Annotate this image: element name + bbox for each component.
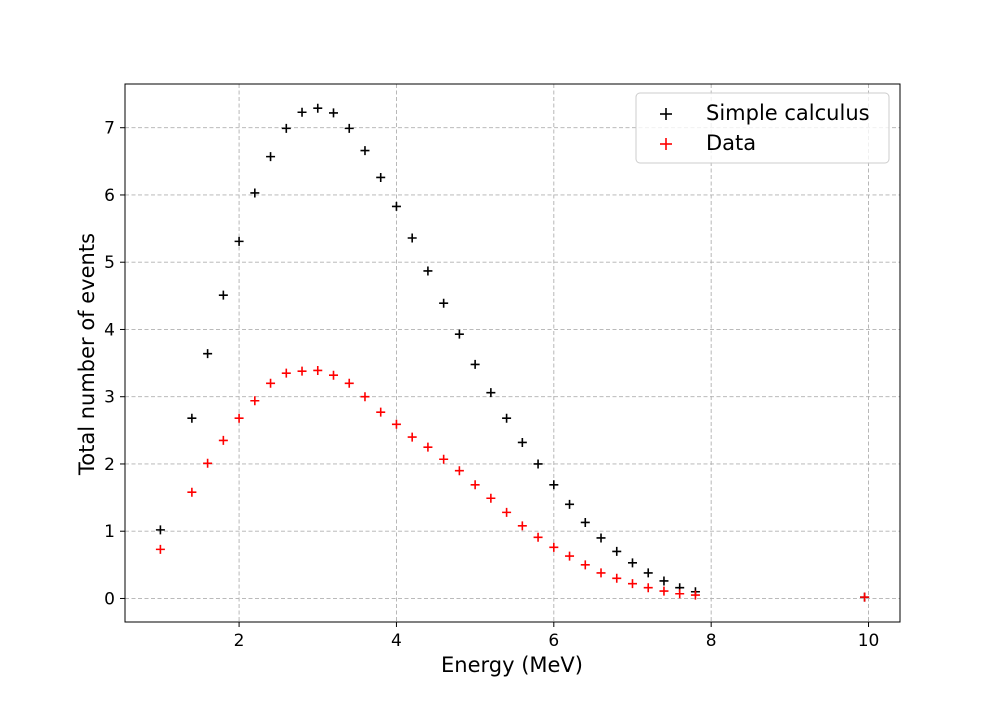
y-tick-label: 2 — [104, 455, 115, 475]
data-point-data — [533, 532, 543, 542]
legend: Simple calculus Data — [635, 92, 890, 164]
data-point-simple-calculus — [266, 152, 276, 162]
data-point-data — [565, 551, 575, 561]
y-axis-ticks: 0 1 2 3 4 5 6 7 — [104, 119, 125, 609]
data-point-simple-calculus — [565, 499, 575, 509]
data-point-data — [250, 396, 260, 406]
data-point-data — [329, 370, 339, 380]
y-tick-label: 4 — [104, 320, 115, 340]
data-point-data — [627, 579, 637, 589]
data-point-simple-calculus — [234, 236, 244, 246]
legend-label-data: Data — [706, 131, 756, 155]
data-point-simple-calculus — [281, 123, 291, 133]
x-axis-ticks: 2 4 6 8 10 — [234, 622, 880, 651]
data-point-data — [203, 458, 213, 468]
data-point-simple-calculus — [659, 576, 669, 586]
data-point-simple-calculus — [376, 172, 386, 182]
data-point-simple-calculus — [533, 459, 543, 469]
data-point-simple-calculus — [454, 329, 464, 339]
data-point-simple-calculus — [203, 349, 213, 359]
data-point-data — [297, 366, 307, 376]
data-point-data — [612, 573, 622, 583]
y-axis-label: Total number of events — [75, 233, 99, 476]
data-point-simple-calculus — [580, 517, 590, 527]
y-tick-label: 3 — [104, 388, 115, 408]
data-point-simple-calculus — [360, 146, 370, 156]
plot-frame — [124, 83, 901, 623]
data-point-data — [391, 419, 401, 429]
data-point-simple-calculus — [391, 201, 401, 211]
data-point-data — [266, 378, 276, 388]
x-tick-label: 6 — [548, 631, 559, 651]
data-point-data — [596, 568, 606, 578]
data-point-data — [643, 583, 653, 593]
legend-label-simple-calculus: Simple calculus — [706, 101, 870, 125]
series-simple-calculus — [155, 103, 870, 602]
data-point-data — [218, 435, 228, 445]
y-tick-label: 1 — [104, 522, 115, 542]
y-tick-label: 5 — [104, 253, 115, 273]
data-point-simple-calculus — [218, 290, 228, 300]
x-axis-label: Energy (MeV) — [441, 653, 583, 677]
data-point-data — [360, 392, 370, 402]
data-point-simple-calculus — [596, 533, 606, 543]
data-point-data — [675, 589, 685, 599]
data-point-simple-calculus — [470, 359, 480, 369]
data-point-data — [234, 413, 244, 423]
legend-marker-data — [660, 138, 672, 150]
data-point-simple-calculus — [612, 546, 622, 556]
data-point-simple-calculus — [297, 107, 307, 117]
data-point-simple-calculus — [329, 108, 339, 118]
data-point-data — [860, 592, 870, 602]
data-point-data — [313, 365, 323, 375]
data-point-simple-calculus — [187, 413, 197, 423]
data-point-data — [502, 507, 512, 517]
x-tick-label: 2 — [234, 631, 245, 651]
data-point-simple-calculus — [407, 233, 417, 243]
data-point-data — [690, 590, 700, 600]
data-point-data — [470, 480, 480, 490]
data-point-data — [423, 442, 433, 452]
data-point-data — [580, 560, 590, 570]
x-tick-label: 10 — [858, 631, 880, 651]
data-point-simple-calculus — [155, 525, 165, 535]
y-tick-label: 7 — [104, 119, 115, 139]
data-point-data — [659, 586, 669, 596]
data-point-simple-calculus — [250, 188, 260, 198]
data-point-simple-calculus — [486, 388, 496, 398]
series-data — [155, 365, 870, 602]
data-point-data — [407, 432, 417, 442]
data-point-simple-calculus — [439, 298, 449, 308]
data-point-simple-calculus — [423, 266, 433, 276]
legend-marker-simple-calculus — [660, 108, 672, 120]
y-tick-label: 0 — [104, 589, 115, 609]
data-point-simple-calculus — [517, 437, 527, 447]
data-point-simple-calculus — [643, 568, 653, 578]
data-point-data — [155, 544, 165, 554]
x-tick-label: 4 — [391, 631, 402, 651]
y-tick-label: 6 — [104, 186, 115, 206]
data-point-simple-calculus — [549, 480, 559, 490]
data-point-data — [281, 368, 291, 378]
data-point-data — [376, 407, 386, 417]
grid-lines — [125, 84, 900, 622]
data-point-data — [344, 378, 354, 388]
legend-box — [635, 92, 890, 164]
data-point-data — [187, 487, 197, 497]
data-point-simple-calculus — [502, 413, 512, 423]
data-point-data — [549, 542, 559, 552]
series-layer — [155, 103, 870, 602]
data-point-data — [439, 454, 449, 464]
data-point-simple-calculus — [627, 558, 637, 568]
data-point-simple-calculus — [313, 103, 323, 113]
data-point-data — [517, 521, 527, 531]
data-point-data — [454, 466, 464, 476]
data-point-data — [486, 493, 496, 503]
data-point-simple-calculus — [344, 123, 354, 133]
x-tick-label: 8 — [706, 631, 717, 651]
